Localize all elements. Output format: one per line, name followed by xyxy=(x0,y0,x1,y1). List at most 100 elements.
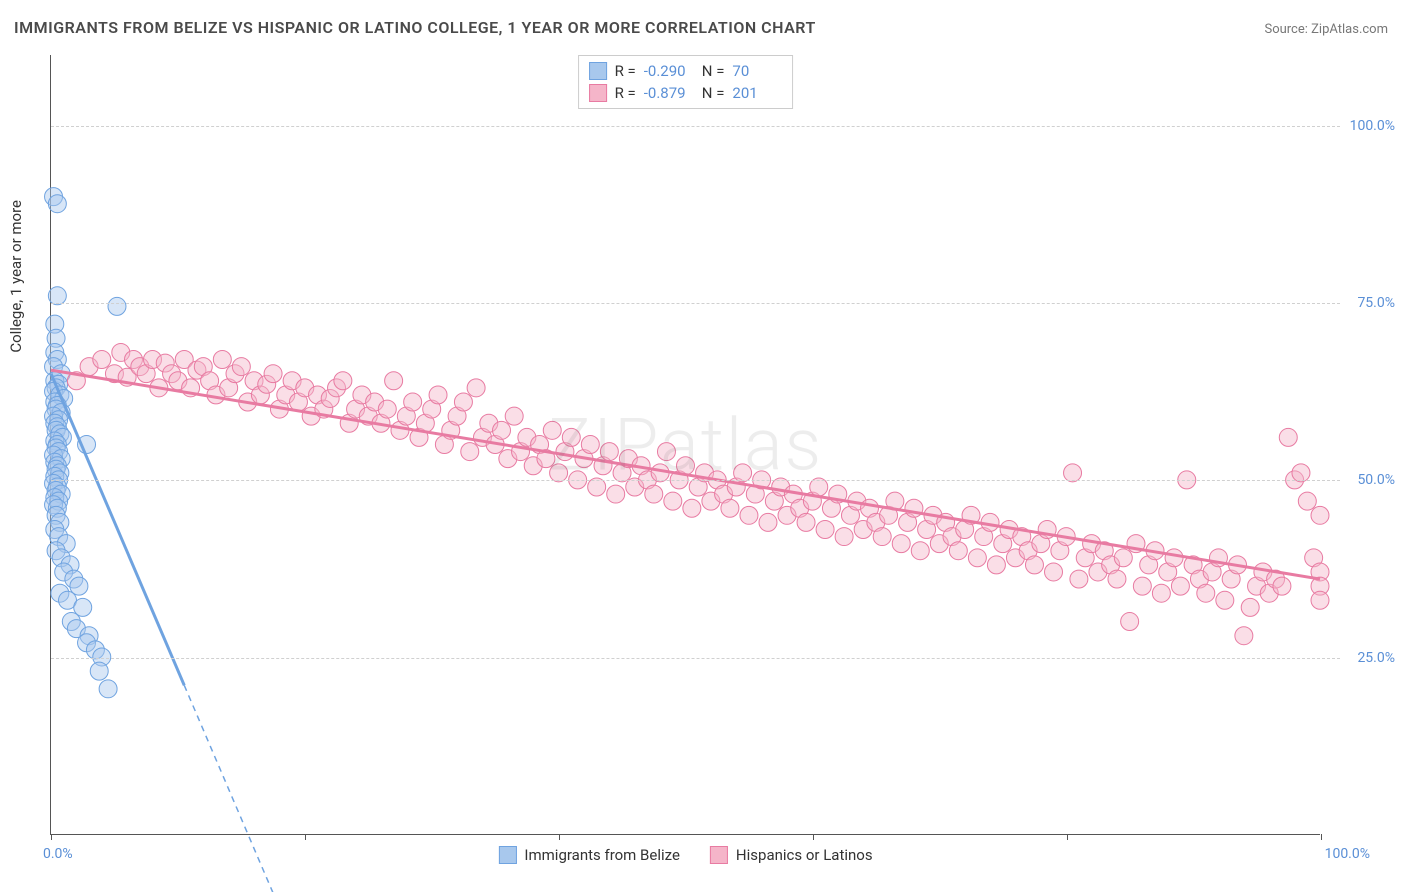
data-point xyxy=(664,492,682,510)
plot-area: ZIPatlas R = -0.290 N = 70 R = -0.879 N … xyxy=(50,55,1320,835)
r-label: R = xyxy=(615,62,636,80)
scatter-svg xyxy=(51,55,1320,834)
series-legend: Immigrants from Belize Hispanics or Lati… xyxy=(498,846,872,864)
swatch-series-1 xyxy=(589,62,607,80)
data-point xyxy=(1241,598,1259,616)
gridline xyxy=(51,658,1340,659)
x-tick xyxy=(51,834,52,840)
y-tick-label: 50.0% xyxy=(1357,472,1395,488)
data-point xyxy=(562,428,580,446)
legend-label-1: Immigrants from Belize xyxy=(524,846,680,864)
data-point xyxy=(1025,556,1043,574)
data-point xyxy=(1311,506,1329,524)
data-point xyxy=(721,499,739,517)
n-label: N = xyxy=(702,62,725,80)
data-point xyxy=(99,680,117,698)
x-tick xyxy=(813,834,814,840)
data-point xyxy=(835,528,853,546)
data-point xyxy=(543,421,561,439)
data-point xyxy=(1279,428,1297,446)
x-tick xyxy=(559,834,560,840)
chart-title: IMMIGRANTS FROM BELIZE VS HISPANIC OR LA… xyxy=(14,18,816,37)
data-point xyxy=(1152,584,1170,602)
legend-row-series-1: R = -0.290 N = 70 xyxy=(589,60,783,82)
legend-item-series-1: Immigrants from Belize xyxy=(498,846,680,864)
data-point xyxy=(1171,577,1189,595)
data-point xyxy=(1298,492,1316,510)
source-attribution: Source: ZipAtlas.com xyxy=(1264,22,1388,37)
data-point xyxy=(1133,577,1151,595)
data-point xyxy=(48,287,66,305)
data-point xyxy=(873,528,891,546)
gridline xyxy=(51,126,1340,127)
regression-line xyxy=(51,370,1320,579)
data-point xyxy=(48,195,66,213)
data-point xyxy=(677,457,695,475)
regression-line xyxy=(51,374,184,686)
data-point xyxy=(505,407,523,425)
data-point xyxy=(334,372,352,390)
data-point xyxy=(581,436,599,454)
data-point xyxy=(1064,464,1082,482)
data-point xyxy=(1108,570,1126,588)
y-tick-label: 100.0% xyxy=(1350,118,1395,134)
data-point xyxy=(607,485,625,503)
data-point xyxy=(657,443,675,461)
data-point xyxy=(645,485,663,503)
regression-line-dashed xyxy=(184,685,279,892)
x-tick xyxy=(305,834,306,840)
data-point xyxy=(1311,591,1329,609)
x-axis-max-label: 100.0% xyxy=(1325,846,1370,862)
data-point xyxy=(404,393,422,411)
legend-item-series-2: Hispanics or Latinos xyxy=(710,846,873,864)
data-point xyxy=(968,549,986,567)
data-point xyxy=(734,464,752,482)
r-label: R = xyxy=(615,84,636,102)
correlation-legend: R = -0.290 N = 70 R = -0.879 N = 201 xyxy=(578,55,794,109)
data-point xyxy=(892,535,910,553)
data-point xyxy=(1216,591,1234,609)
y-axis-title: College, 1 year or more xyxy=(7,200,25,353)
data-point xyxy=(90,662,108,680)
data-point xyxy=(1235,627,1253,645)
data-point xyxy=(683,499,701,517)
data-point xyxy=(1045,563,1063,581)
legend-label-2: Hispanics or Latinos xyxy=(736,846,873,864)
data-point xyxy=(1197,584,1215,602)
data-point xyxy=(1121,613,1139,631)
data-point xyxy=(797,513,815,531)
data-point xyxy=(1165,549,1183,567)
data-point xyxy=(1273,577,1291,595)
data-point xyxy=(600,443,618,461)
y-tick-label: 25.0% xyxy=(1357,650,1395,666)
y-tick-label: 75.0% xyxy=(1357,295,1395,311)
data-point xyxy=(949,542,967,560)
legend-row-series-2: R = -0.879 N = 201 xyxy=(589,82,783,104)
swatch-series-2 xyxy=(589,84,607,102)
data-point xyxy=(454,393,472,411)
data-point xyxy=(1070,570,1088,588)
data-point xyxy=(385,372,403,390)
gridline xyxy=(51,480,1340,481)
data-point xyxy=(550,464,568,482)
n-label: N = xyxy=(702,84,725,102)
swatch-series-1b xyxy=(498,846,516,864)
data-point xyxy=(467,379,485,397)
x-axis-min-label: 0.0% xyxy=(43,846,73,862)
data-point xyxy=(1114,549,1132,567)
data-point xyxy=(108,297,126,315)
gridline xyxy=(51,303,1340,304)
n-value-1: 70 xyxy=(732,62,782,80)
data-point xyxy=(213,351,231,369)
data-point xyxy=(816,520,834,538)
data-point xyxy=(987,556,1005,574)
n-value-2: 201 xyxy=(732,84,782,102)
data-point xyxy=(740,506,758,524)
x-tick xyxy=(1067,834,1068,840)
data-point xyxy=(264,365,282,383)
x-tick xyxy=(1321,834,1322,840)
data-point xyxy=(93,351,111,369)
data-point xyxy=(232,358,250,376)
data-point xyxy=(429,386,447,404)
data-point xyxy=(461,443,479,461)
